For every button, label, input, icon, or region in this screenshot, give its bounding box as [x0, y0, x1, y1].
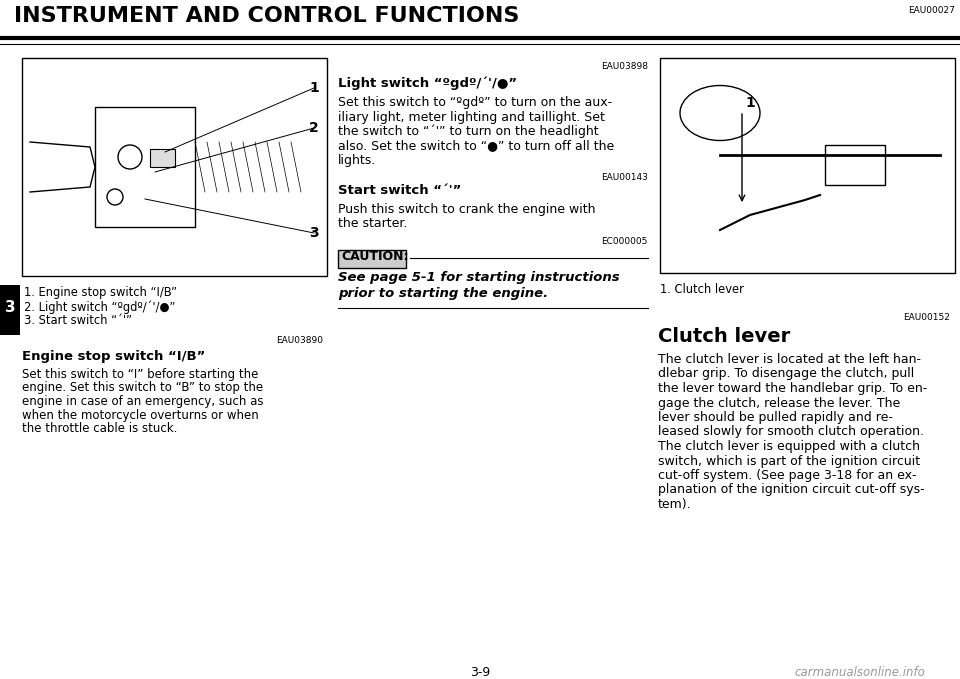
- Text: 1: 1: [745, 96, 755, 110]
- Bar: [95, 107, 195, 227]
- Text: Clutch lever: Clutch lever: [658, 327, 790, 346]
- Text: Push this switch to crank the engine with: Push this switch to crank the engine wit…: [338, 202, 595, 215]
- Text: also. Set the switch to “●” to turn off all the: also. Set the switch to “●” to turn off …: [338, 139, 614, 153]
- Text: the switch to “´'” to turn on the headlight: the switch to “´'” to turn on the headli…: [338, 125, 599, 139]
- Text: The clutch lever is located at the left han-: The clutch lever is located at the left …: [658, 353, 921, 366]
- Text: Start switch “´'”: Start switch “´'”: [338, 185, 462, 198]
- Text: lights.: lights.: [338, 154, 376, 167]
- Text: EAU03890: EAU03890: [276, 336, 323, 345]
- Text: 3: 3: [5, 301, 15, 316]
- Text: 1. Clutch lever: 1. Clutch lever: [660, 283, 744, 296]
- Text: 3-9: 3-9: [469, 666, 491, 679]
- Text: prior to starting the engine.: prior to starting the engine.: [338, 287, 548, 301]
- Text: 1: 1: [309, 81, 319, 95]
- Text: tem).: tem).: [658, 498, 691, 511]
- Text: planation of the ignition circuit cut-off sys-: planation of the ignition circuit cut-of…: [658, 483, 924, 496]
- Bar: [22, 58, 327, 276]
- Text: gage the clutch, release the lever. The: gage the clutch, release the lever. The: [658, 397, 900, 409]
- Text: the lever toward the handlebar grip. To en-: the lever toward the handlebar grip. To …: [658, 382, 927, 395]
- Text: 3. Start switch “´'”: 3. Start switch “´'”: [24, 314, 132, 327]
- Text: iliary light, meter lighting and taillight. Set: iliary light, meter lighting and taillig…: [338, 111, 605, 124]
- Text: The clutch lever is equipped with a clutch: The clutch lever is equipped with a clut…: [658, 440, 920, 453]
- Text: See page 5-1 for starting instructions: See page 5-1 for starting instructions: [338, 272, 619, 285]
- Text: the throttle cable is stuck.: the throttle cable is stuck.: [22, 422, 178, 435]
- Text: lever should be pulled rapidly and re-: lever should be pulled rapidly and re-: [658, 411, 893, 424]
- Text: 2. Light switch “ºgdº/´'/●”: 2. Light switch “ºgdº/´'/●”: [24, 300, 176, 314]
- Text: Light switch “ºgdº/´'/●”: Light switch “ºgdº/´'/●”: [338, 76, 517, 90]
- Text: carmanualsonline.info: carmanualsonline.info: [795, 666, 925, 679]
- Text: leased slowly for smooth clutch operation.: leased slowly for smooth clutch operatio…: [658, 426, 924, 439]
- Text: Set this switch to “ºgdº” to turn on the aux-: Set this switch to “ºgdº” to turn on the…: [338, 96, 612, 109]
- Text: CAUTION:: CAUTION:: [341, 251, 409, 263]
- Text: 2: 2: [309, 121, 319, 135]
- Text: Engine stop switch “I/B”: Engine stop switch “I/B”: [22, 350, 205, 363]
- Text: EAU00027: EAU00027: [908, 6, 955, 15]
- Text: the starter.: the starter.: [338, 217, 407, 230]
- Bar: [660, 58, 955, 273]
- Bar: [338, 249, 406, 268]
- Text: engine. Set this switch to “B” to stop the: engine. Set this switch to “B” to stop t…: [22, 382, 263, 394]
- Ellipse shape: [680, 86, 760, 141]
- Text: INSTRUMENT AND CONTROL FUNCTIONS: INSTRUMENT AND CONTROL FUNCTIONS: [14, 6, 519, 26]
- Bar: [0, 285, 20, 335]
- Text: cut-off system. (See page 3-18 for an ex-: cut-off system. (See page 3-18 for an ex…: [658, 469, 917, 482]
- Text: 3: 3: [309, 226, 319, 240]
- Text: when the motorcycle overturns or when: when the motorcycle overturns or when: [22, 409, 259, 422]
- Text: EAU00143: EAU00143: [601, 172, 648, 181]
- Text: switch, which is part of the ignition circuit: switch, which is part of the ignition ci…: [658, 454, 920, 468]
- Bar: [150, 149, 175, 167]
- Text: dlebar grip. To disengage the clutch, pull: dlebar grip. To disengage the clutch, pu…: [658, 367, 914, 380]
- Bar: [825, 145, 885, 185]
- Text: Set this switch to “I” before starting the: Set this switch to “I” before starting t…: [22, 368, 258, 381]
- Text: EAU03898: EAU03898: [601, 62, 648, 71]
- Text: engine in case of an emergency, such as: engine in case of an emergency, such as: [22, 395, 263, 408]
- Text: 1. Engine stop switch “I/B”: 1. Engine stop switch “I/B”: [24, 286, 177, 299]
- Text: EAU00152: EAU00152: [903, 313, 950, 322]
- Text: EC000005: EC000005: [602, 238, 648, 246]
